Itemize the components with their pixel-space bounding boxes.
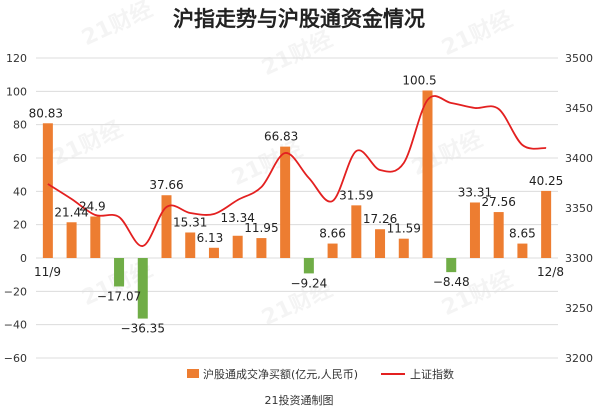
- left-tick-label: 80: [13, 119, 27, 132]
- bar-data-label: −36.35: [121, 322, 165, 336]
- bar: [327, 243, 338, 258]
- left-tick-label: −60: [4, 352, 27, 365]
- bar: [469, 202, 480, 258]
- bar-data-label: 27.56: [482, 195, 516, 209]
- bar-data-label: 100.5: [402, 74, 436, 88]
- left-tick-label: 100: [6, 85, 27, 98]
- watermark-text: 21财经: [438, 6, 517, 61]
- bar-data-label: 8.65: [509, 227, 536, 241]
- bar-data-label: 80.83: [29, 106, 63, 120]
- x-end-label: 12/8: [537, 265, 564, 279]
- bar-data-label: 13.34: [221, 211, 255, 225]
- bar-data-label: 8.66: [319, 227, 346, 241]
- left-tick-label: 20: [13, 219, 27, 232]
- bar: [351, 205, 362, 258]
- left-tick-label: −40: [4, 319, 27, 332]
- line-series: [47, 95, 547, 247]
- bar: [446, 258, 457, 273]
- right-tick-label: 3200: [565, 352, 593, 365]
- right-tick-label: 3300: [565, 252, 593, 265]
- bar-data-label: 11.59: [387, 222, 421, 236]
- bar-data-label: 17.26: [363, 212, 397, 226]
- bar: [114, 258, 125, 287]
- bar: [90, 216, 101, 258]
- bar: [137, 258, 148, 319]
- bar-data-label: −9.24: [290, 276, 327, 290]
- bar: [42, 123, 53, 259]
- bar: [66, 222, 77, 258]
- bar-data-label: 6.13: [197, 231, 224, 245]
- bar: [517, 243, 528, 258]
- bar-data-label: 40.25: [529, 174, 563, 188]
- bar-data-label: −17.07: [97, 289, 141, 303]
- right-tick-label: 3350: [565, 202, 593, 215]
- left-axis: 120 100 80 60 40 20 0 −20 −40 −60: [4, 52, 27, 365]
- bar: [280, 146, 291, 258]
- index-line: [47, 95, 547, 247]
- gridlines: [36, 57, 558, 359]
- right-tick-label: 3400: [565, 152, 593, 165]
- source-note: 21投资通制图: [265, 393, 334, 407]
- left-tick-label: 40: [13, 185, 27, 198]
- right-tick-label: 3500: [565, 52, 593, 65]
- bar: [493, 212, 504, 258]
- bar: [422, 90, 433, 258]
- legend-bar-swatch: [187, 369, 199, 378]
- bar: [161, 195, 172, 258]
- bar-data-label: 37.66: [149, 178, 183, 192]
- watermark-text: 21财经: [228, 136, 307, 191]
- chart-title: 沪指走势与沪股通资金情况: [173, 7, 425, 31]
- right-tick-label: 3450: [565, 102, 593, 115]
- bar: [375, 229, 386, 258]
- bar: [398, 238, 409, 258]
- bar: [303, 258, 314, 274]
- bar-data-label: 21.44: [54, 205, 88, 219]
- x-start-label: 11/9: [34, 265, 61, 279]
- bar-data-label: 11.95: [244, 221, 278, 235]
- bar: [256, 238, 267, 258]
- bar: [208, 247, 219, 258]
- left-tick-label: 0: [20, 252, 27, 265]
- bar-series: [42, 90, 552, 319]
- left-tick-label: 60: [13, 152, 27, 165]
- legend-line-label: 上证指数: [410, 367, 454, 381]
- watermark-text: 21财经: [258, 26, 337, 81]
- bar: [232, 235, 243, 258]
- bar-data-label: 31.59: [339, 188, 373, 202]
- legend-bar-label: 沪股通成交净买额(亿元,人民币): [203, 367, 358, 381]
- bar-data-label: 33.31: [458, 185, 492, 199]
- right-tick-label: 3250: [565, 302, 593, 315]
- bar-data-label: −8.48: [433, 275, 470, 289]
- bar: [185, 232, 196, 258]
- watermark-text: 21财经: [408, 126, 487, 181]
- left-tick-label: −20: [4, 285, 27, 298]
- bar-data-label: 66.83: [264, 130, 298, 144]
- watermark-text: 21财经: [78, 0, 157, 51]
- bar-data-label: 15.31: [173, 215, 207, 229]
- right-axis: 3500 3450 3400 3350 3300 3250 3200: [565, 52, 593, 365]
- legend: 沪股通成交净买额(亿元,人民币) 上证指数: [187, 367, 454, 381]
- left-tick-label: 120: [6, 52, 27, 65]
- bar: [541, 190, 552, 258]
- bar-data-label: 24.9: [79, 200, 106, 214]
